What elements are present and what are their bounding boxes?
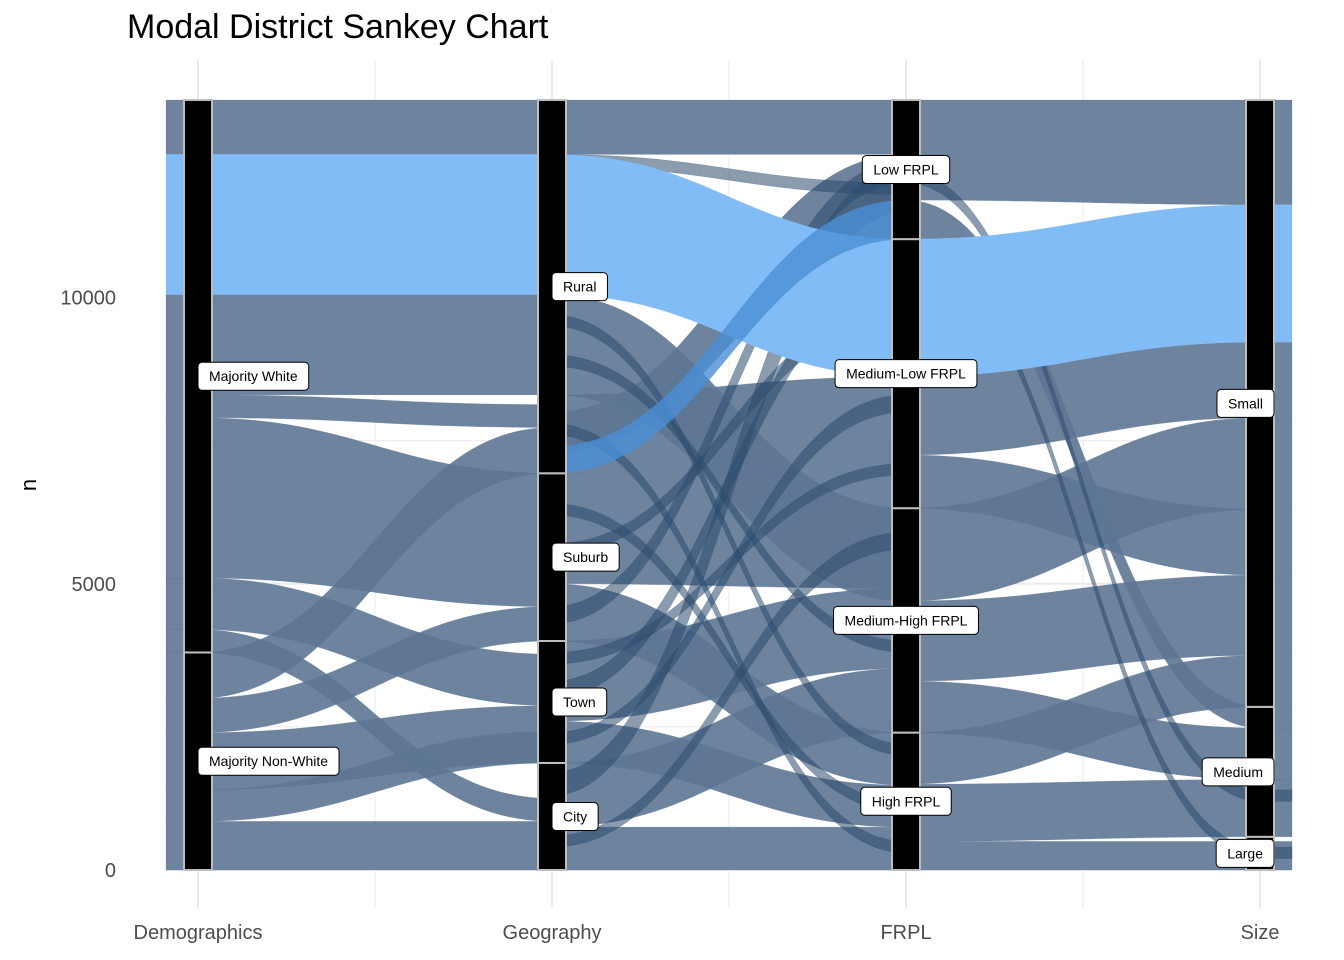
svg-text:Rural: Rural xyxy=(563,279,596,295)
x-tick-label-geography: Geography xyxy=(503,922,602,944)
flow-band xyxy=(905,574,1293,682)
svg-text:Small: Small xyxy=(1228,395,1263,411)
stratum-label-medium: Medium xyxy=(1201,757,1275,787)
svg-text:Medium-Low FRPL: Medium-Low FRPL xyxy=(846,366,966,382)
flow-band xyxy=(905,841,1293,871)
svg-text:Large: Large xyxy=(1227,845,1263,861)
flow-layer xyxy=(165,99,1293,871)
flow-band xyxy=(165,821,553,871)
stratum-label-low-frpl: Low FRPL xyxy=(861,155,951,185)
stratum-label-majority-white: Majority White xyxy=(197,361,310,391)
flow-band xyxy=(905,779,1293,842)
svg-text:Suburb: Suburb xyxy=(563,549,608,565)
y-tick-label: 10000 xyxy=(60,288,116,310)
label-layer: Majority Non-White Majority White City Town… xyxy=(197,155,1275,868)
stratum-label-small: Small xyxy=(1216,388,1275,418)
x-tick-label-frpl: FRPL xyxy=(880,922,931,944)
stratum-label-majority-non-white: Majority Non-White xyxy=(197,746,340,776)
highlighted-flow-band xyxy=(905,204,1293,377)
stratum-label-high-frpl: High FRPL xyxy=(860,786,952,816)
chart-title: Modal District Sankey Chart xyxy=(127,8,549,46)
y-tick-label: 0 xyxy=(105,860,116,882)
highlighted-flow-band xyxy=(165,154,553,295)
flow-band xyxy=(905,99,1293,206)
axis-layer: n 0 5000 10000 Demographics Geography FRPL Siz… xyxy=(16,288,1279,944)
thin-flow-band xyxy=(905,239,1293,859)
svg-text:High FRPL: High FRPL xyxy=(872,793,941,809)
stratum-label-city: City xyxy=(551,801,599,831)
svg-text:Majority White: Majority White xyxy=(209,368,298,384)
flow-band xyxy=(165,99,553,155)
svg-text:Low FRPL: Low FRPL xyxy=(873,162,939,178)
stratum-label-large: Large xyxy=(1215,838,1275,868)
stratum-label-suburb: Suburb xyxy=(551,542,620,572)
stratum-label-medium-low-frpl: Medium-Low FRPL xyxy=(834,359,978,389)
svg-text:City: City xyxy=(563,808,587,824)
svg-text:Majority Non-White: Majority Non-White xyxy=(209,753,328,769)
flow-band xyxy=(551,99,907,155)
svg-text:Medium: Medium xyxy=(1213,764,1263,780)
stratum-label-rural: Rural xyxy=(551,272,608,302)
svg-text:Town: Town xyxy=(563,694,596,710)
svg-text:Medium-High FRPL: Medium-High FRPL xyxy=(845,612,968,628)
stratum-label-medium-high-frpl: Medium-High FRPL xyxy=(833,605,979,635)
stratum-label-town: Town xyxy=(551,687,608,717)
x-tick-label-size: Size xyxy=(1241,922,1280,944)
x-tick-label-demographics: Demographics xyxy=(134,922,263,944)
y-axis-label: n xyxy=(16,479,41,491)
y-tick-label: 5000 xyxy=(72,574,117,596)
